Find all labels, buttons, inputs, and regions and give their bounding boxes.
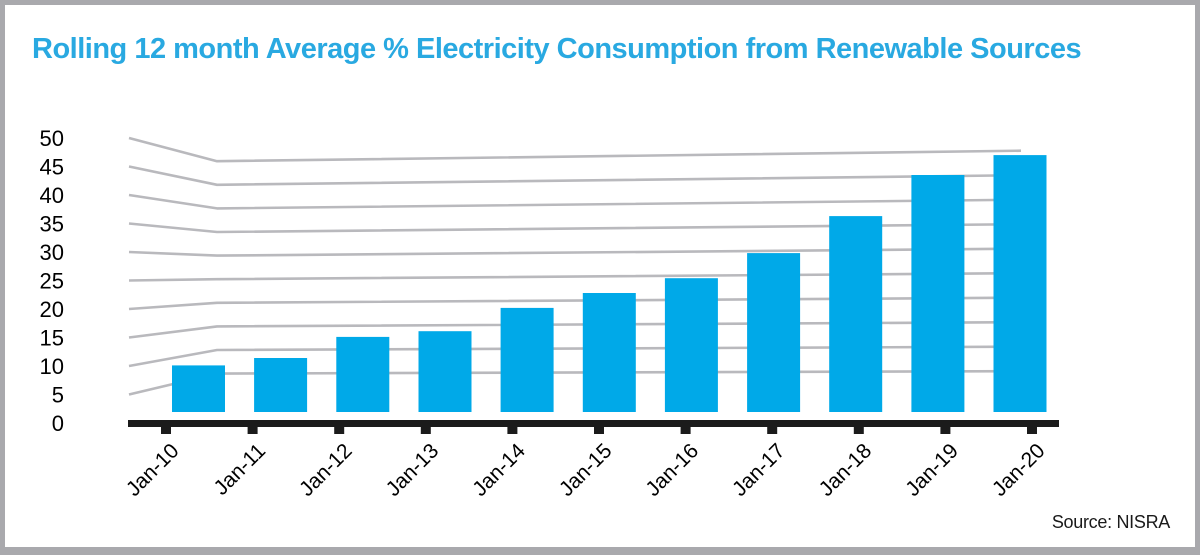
x-axis-label-jan-17: Jan-17 (728, 439, 790, 501)
bar-jan-19 (911, 175, 965, 412)
y-axis-label-35: 35 (40, 212, 64, 237)
y-axis-label-30: 30 (40, 240, 64, 265)
x-axis-label-jan-10: Jan-10 (122, 439, 184, 501)
gridline-45 (128, 165, 1022, 187)
bar-jan-10 (172, 365, 225, 412)
x-axis-tick-jan-15 (594, 427, 604, 434)
bar-jan-13 (418, 331, 472, 412)
x-axis-label-jan-20: Jan-20 (988, 439, 1050, 501)
x-axis-tick-jan-12 (334, 427, 345, 434)
y-axis-label-0: 0 (52, 411, 64, 436)
gridline-25 (128, 271, 1022, 282)
gridline-35 (128, 222, 1022, 234)
x-axis-label-jan-18: Jan-18 (815, 439, 877, 501)
y-axis-label-10: 10 (40, 354, 64, 379)
bar-jan-14 (500, 307, 554, 412)
y-axis-label-5: 5 (52, 383, 64, 408)
x-axis-tick-jan-19 (940, 427, 951, 434)
x-axis-line (128, 420, 1059, 427)
source-note: Source: NISRA (1051, 512, 1170, 532)
gridline-40 (128, 193, 1022, 210)
x-axis-label-jan-12: Jan-12 (295, 439, 357, 501)
y-axis-label-15: 15 (40, 326, 64, 351)
bar-jan-11 (254, 358, 308, 412)
bar-jan-12 (336, 336, 390, 412)
x-axis-label-jan-19: Jan-19 (901, 439, 963, 501)
x-axis-label-jan-16: Jan-16 (641, 439, 703, 501)
x-axis-label-jan-13: Jan-13 (382, 439, 444, 501)
gridline-15 (128, 320, 1022, 339)
x-axis-label-jan-14: Jan-14 (468, 439, 530, 501)
gridline-20 (128, 296, 1022, 311)
x-axis-tick-jan-13 (420, 427, 431, 434)
y-axis-label-20: 20 (40, 297, 64, 322)
y-axis-label-50: 50 (40, 126, 64, 151)
chart-title: Rolling 12 month Average % Electricity C… (32, 33, 1082, 65)
y-axis-label-25: 25 (40, 269, 64, 294)
x-axis-tick-jan-18 (853, 427, 864, 434)
x-axis-tick-jan-11 (247, 427, 258, 434)
x-axis-tick-jan-10 (161, 427, 171, 434)
x-axis-label-jan-15: Jan-15 (555, 439, 617, 501)
gridline-50 (128, 136, 1022, 163)
x-axis-tick-jan-17 (767, 427, 778, 434)
x-axis-tick-jan-16 (680, 427, 691, 434)
bar-jan-20 (993, 155, 1047, 412)
gridline-30 (128, 247, 1022, 257)
bar-jan-17 (747, 253, 801, 412)
bar-jan-18 (829, 216, 883, 412)
bar-jan-15 (582, 293, 636, 412)
bar-jan-16 (664, 278, 718, 412)
y-axis-label-40: 40 (40, 183, 64, 208)
x-axis-label-jan-11: Jan-11 (210, 439, 271, 500)
y-axis-label-45: 45 (40, 155, 64, 180)
x-axis-tick-jan-14 (507, 427, 518, 434)
x-axis-tick-jan-20 (1027, 427, 1037, 434)
